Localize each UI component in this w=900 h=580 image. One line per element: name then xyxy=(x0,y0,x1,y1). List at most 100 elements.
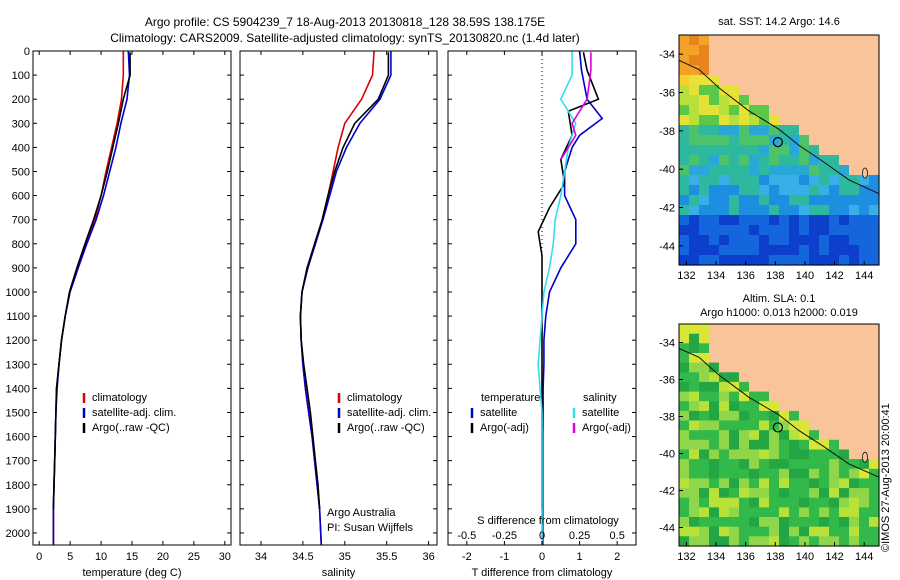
map-cell xyxy=(809,35,820,46)
map-cell xyxy=(809,420,820,431)
legend-label: Argo(..raw -QC) xyxy=(92,422,170,434)
map-cell xyxy=(699,324,710,335)
legend-label: climatology xyxy=(347,392,403,404)
map-cell xyxy=(789,391,800,402)
map-cell xyxy=(749,45,760,56)
map-cell xyxy=(829,225,840,236)
map-cell xyxy=(819,185,830,196)
map-cell xyxy=(749,362,760,373)
map-cell xyxy=(809,45,820,56)
y-tick-label: 1600 xyxy=(6,432,30,444)
map-cell xyxy=(719,55,730,66)
map-cell xyxy=(789,35,800,46)
map-cell xyxy=(689,135,700,146)
map-cell xyxy=(789,45,800,56)
map-cell xyxy=(859,401,870,412)
map-cell xyxy=(709,333,720,344)
map-cell xyxy=(769,185,780,196)
map-cell xyxy=(689,95,700,106)
map-cell xyxy=(809,75,820,86)
map-cell xyxy=(799,135,810,146)
map-cell xyxy=(749,459,760,470)
map-cell xyxy=(699,45,710,56)
map-cell xyxy=(819,195,830,206)
map-cell xyxy=(869,125,880,136)
map-cell xyxy=(789,401,800,412)
map-cell xyxy=(789,185,800,196)
map-cell xyxy=(749,75,760,86)
map-cell xyxy=(859,333,870,344)
map-cell xyxy=(739,324,750,335)
map-cell xyxy=(759,353,770,364)
map-cell xyxy=(799,324,810,335)
map-cell xyxy=(729,175,740,186)
map-cell xyxy=(729,372,740,383)
map-cell xyxy=(759,391,770,402)
x-tick-top-label: 0 xyxy=(539,530,545,542)
map-cell xyxy=(699,255,710,266)
map-y-tick-label: -42 xyxy=(659,203,675,215)
map-cell xyxy=(719,255,730,266)
map-cell xyxy=(839,175,850,186)
map-cell xyxy=(729,185,740,196)
map-cell xyxy=(729,105,740,116)
map-cell xyxy=(679,362,690,373)
map-cell xyxy=(679,225,690,236)
map-cell xyxy=(869,185,880,196)
map-cell xyxy=(859,195,870,206)
x-axis-label: salinity xyxy=(322,567,356,579)
map-cell xyxy=(819,125,830,136)
map-cell xyxy=(709,35,720,46)
map-cell xyxy=(829,420,840,431)
x-tick-label: 35 xyxy=(339,551,351,563)
map-cell xyxy=(799,372,810,383)
map-y-tick-label: -36 xyxy=(659,375,675,387)
map-cell xyxy=(799,75,810,86)
map-cell xyxy=(819,135,830,146)
plot-frame xyxy=(32,50,232,546)
x-tick-top-label: 0.25 xyxy=(569,530,590,542)
map-title: Argo h1000: 0.013 h2000: 0.019 xyxy=(700,307,858,319)
map-cell xyxy=(779,478,790,489)
map-cell xyxy=(859,526,870,537)
map-cell xyxy=(709,536,720,547)
map-cell xyxy=(819,65,830,76)
map-cell xyxy=(679,507,690,518)
map-cell xyxy=(809,85,820,96)
map-cell xyxy=(679,410,690,422)
map-cell xyxy=(689,185,700,196)
legend-label: satellite xyxy=(480,407,517,419)
map-cell xyxy=(689,507,700,518)
map-cell xyxy=(769,353,780,364)
map-cell xyxy=(769,343,780,354)
map-cell xyxy=(689,381,700,393)
map-cell xyxy=(869,225,880,236)
map-cell xyxy=(719,185,730,196)
map-cell xyxy=(839,115,850,126)
map-cell xyxy=(849,145,860,156)
map-x-tick-label: 134 xyxy=(707,270,725,282)
map-cell xyxy=(809,115,820,126)
map-cell xyxy=(869,362,880,373)
map-x-tick-label: 142 xyxy=(825,551,843,563)
map-cell xyxy=(829,401,840,412)
map-cell xyxy=(739,353,750,364)
map-cell xyxy=(719,526,730,537)
map-cell xyxy=(829,145,840,156)
map-cell xyxy=(769,526,780,537)
map-cell xyxy=(759,205,770,216)
map-cell xyxy=(819,85,830,96)
map-cell xyxy=(719,343,730,354)
map-cell xyxy=(689,536,700,547)
map-cell xyxy=(819,245,830,256)
map-cell xyxy=(759,372,770,383)
y-tick-label: 2000 xyxy=(6,528,30,540)
map-cell xyxy=(709,255,720,266)
map-cell xyxy=(689,468,700,480)
map-cell xyxy=(689,45,700,56)
map-cell xyxy=(699,449,710,460)
map-cell xyxy=(709,324,720,335)
map-cell xyxy=(859,478,870,489)
map-cell xyxy=(799,381,810,393)
map-cell xyxy=(869,55,880,66)
